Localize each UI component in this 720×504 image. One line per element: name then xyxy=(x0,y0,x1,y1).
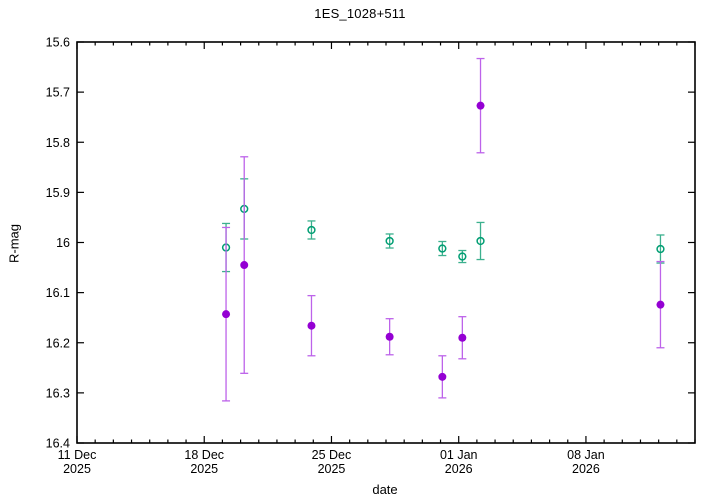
x-tick-label-year: 2025 xyxy=(190,462,218,476)
x-tick-label-year: 2026 xyxy=(445,462,473,476)
open-circle-series-point xyxy=(458,252,467,261)
open-circle-series-point xyxy=(307,225,316,235)
y-tick-label: 15.9 xyxy=(46,186,70,200)
filled-circle-series-point xyxy=(385,332,394,341)
y-tick-label: 16.3 xyxy=(46,386,70,400)
y-tick-label: 16 xyxy=(56,236,70,250)
y-tick-label: 16.1 xyxy=(46,286,70,300)
open-circle-series-point xyxy=(476,236,485,246)
y-tick-label: 16.4 xyxy=(46,437,70,451)
filled-circle-series-point xyxy=(222,310,231,319)
open-circle-series-point xyxy=(438,244,447,253)
filled-circle-series-point xyxy=(458,333,467,342)
filled-circle-series-point xyxy=(307,321,316,330)
y-tick-label: 15.6 xyxy=(46,36,70,50)
filled-circle-series-point xyxy=(438,372,447,381)
y-tick-label: 16.2 xyxy=(46,336,70,350)
x-tick-label-year: 2025 xyxy=(318,462,346,476)
open-circle-series-point xyxy=(385,236,394,246)
filled-circle-series-point xyxy=(240,261,249,270)
y-tick-label: 15.7 xyxy=(46,86,70,100)
x-tick-label-date: 18 Dec xyxy=(184,448,224,462)
x-tick-label-date: 01 Jan xyxy=(440,448,478,462)
filled-circle-series-point xyxy=(656,300,665,309)
y-axis-label: R-mag xyxy=(6,224,22,264)
x-tick-label-year: 2026 xyxy=(572,462,600,476)
open-circle-series-point xyxy=(656,244,665,254)
x-axis-label: date xyxy=(372,482,398,497)
x-tick-label-date: 25 Dec xyxy=(312,448,352,462)
x-tick-label-date: 08 Jan xyxy=(567,448,605,462)
y-tick-label: 15.8 xyxy=(46,136,70,150)
chart-title: 1ES_1028+511 xyxy=(314,6,406,21)
filled-circle-series-point xyxy=(476,101,485,110)
x-tick-label-year: 2025 xyxy=(63,462,91,476)
x-tick-label-date: 11 Dec xyxy=(58,448,97,462)
